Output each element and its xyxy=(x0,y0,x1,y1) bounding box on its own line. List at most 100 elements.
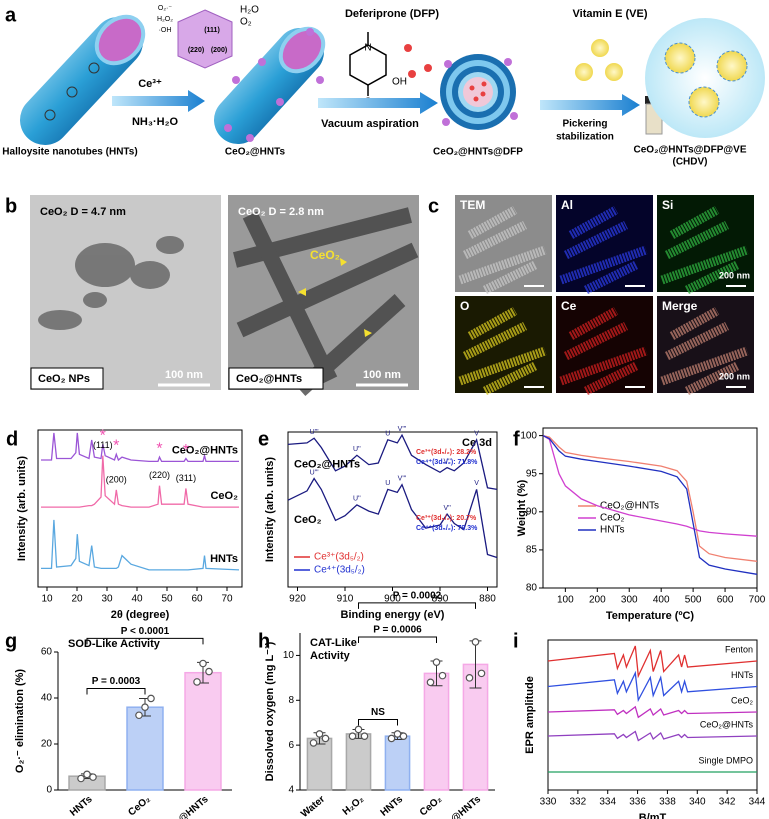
tile-label: Ce xyxy=(561,299,577,313)
y-axis-label: Intensity (arb. units) xyxy=(264,457,276,562)
data-point xyxy=(321,734,330,743)
data-point xyxy=(426,678,435,687)
element-signal xyxy=(467,206,518,239)
y-tick-label: 8 xyxy=(288,695,294,706)
star: * xyxy=(183,442,189,459)
caption: Halloysite nanotubes (HNTs) xyxy=(2,147,137,158)
panel-label: a xyxy=(5,4,17,26)
caption: CeO₂@HNTs xyxy=(225,147,286,158)
ros: ·OH xyxy=(159,27,172,34)
y-tick-label: 95 xyxy=(526,468,538,479)
arrow xyxy=(318,92,438,114)
series-label: HNTs xyxy=(210,553,238,565)
x-tick-label: 10 xyxy=(41,594,53,605)
caption: CeO₂@HNTs@DFP xyxy=(433,147,523,158)
x-tick-label: 70 xyxy=(221,594,233,605)
series-label: Fenton xyxy=(725,644,753,654)
x-tick-label: 50 xyxy=(161,594,173,605)
charge xyxy=(44,109,56,121)
x-tick-label: 500 xyxy=(685,595,702,606)
charge xyxy=(66,86,78,98)
data-point xyxy=(193,678,201,686)
series-line xyxy=(287,433,498,491)
element-signal xyxy=(482,260,538,295)
element-signal xyxy=(563,220,629,260)
data-point xyxy=(354,725,363,734)
scale-label: 200 nm xyxy=(719,371,750,381)
series-line xyxy=(542,434,758,562)
chart-title: SOD-Like Activity xyxy=(68,638,161,650)
step: stabilization xyxy=(556,132,614,143)
panel-label: c xyxy=(428,195,439,217)
peak-label: U'' xyxy=(353,496,361,503)
data-point xyxy=(360,732,369,740)
tube-end xyxy=(94,14,146,66)
arrows xyxy=(298,258,372,337)
ratio-label: Ce³⁺(3d₅/₂): 20.7% xyxy=(416,515,477,522)
x-tick-label: 40 xyxy=(131,594,143,605)
y-tick-label: 0 xyxy=(46,785,52,796)
eds-maps: TEM Al Si 200 nm O Ce Merge 200 nm xyxy=(455,195,754,396)
x-tick-label: H₂O₂ xyxy=(341,794,366,818)
x-tick-label: CeO₂@HNTs xyxy=(157,794,210,819)
peak-label: (200) xyxy=(106,474,127,484)
ros: O₂·⁻ xyxy=(158,5,172,12)
series-label: CeO₂ xyxy=(210,490,238,502)
tile-label: Si xyxy=(662,198,673,212)
bar xyxy=(345,733,372,791)
plot-frame xyxy=(542,427,758,589)
peak-label: U xyxy=(385,431,390,438)
arrow-label: CeO₂ xyxy=(310,248,340,262)
scale-label: 200 nm xyxy=(719,270,750,280)
element-signal xyxy=(458,346,547,386)
legend-label: HNTs xyxy=(600,525,624,536)
nanoparticles xyxy=(224,28,324,142)
bar xyxy=(384,735,411,791)
product: O₂ xyxy=(240,17,252,28)
nanotubes xyxy=(233,207,419,396)
panel-label: i xyxy=(513,630,519,652)
y-axis-label: EPR amplitude xyxy=(524,676,536,754)
panel-c: c TEM Al Si 200 nm O Ce Merge 200 nm xyxy=(428,195,754,396)
panel-label: d xyxy=(6,428,18,450)
data-point xyxy=(438,671,447,680)
peak-label: V'' xyxy=(443,505,450,512)
x-tick-label: 60 xyxy=(191,594,203,605)
significance-label: P = 0.0006 xyxy=(373,625,422,636)
ros: H₂O₂ xyxy=(157,16,173,23)
star: * xyxy=(113,437,119,454)
emulsion-droplets xyxy=(664,42,748,118)
element-signal xyxy=(583,361,639,396)
element-signal xyxy=(559,245,648,285)
peak-label: (111) xyxy=(93,440,113,450)
image-caption: CeO₂@HNTs xyxy=(236,373,302,385)
data-point xyxy=(477,669,486,678)
series-label: CeO₂ xyxy=(294,514,322,526)
x-tick-label: HNTs xyxy=(379,794,406,819)
data-point xyxy=(141,703,149,712)
x-axis-label: 2θ (degree) xyxy=(111,609,170,621)
element-signal xyxy=(462,321,528,361)
image-label: CeO₂ D = 2.8 nm xyxy=(238,206,324,218)
series-label: CeO₂ xyxy=(731,695,754,705)
panel-label: e xyxy=(258,428,269,450)
significance-bracket xyxy=(358,636,437,644)
step: Vacuum aspiration xyxy=(321,118,419,130)
plot-frame xyxy=(37,429,243,588)
caption: (CHDV) xyxy=(673,157,708,168)
peak-label: V''' xyxy=(398,476,407,483)
peak-label: U xyxy=(385,480,390,487)
x-tick-label: 340 xyxy=(689,797,706,808)
chart-title: CAT-Like xyxy=(310,637,357,649)
chart-title: Activity xyxy=(310,650,351,662)
atom: N xyxy=(364,43,371,54)
data-point xyxy=(309,739,318,747)
x-tick-label: 200 xyxy=(589,595,606,606)
ratio-label: Ce⁴⁺(3d₅/₂): 79.3% xyxy=(416,525,478,532)
x-tick-label: 600 xyxy=(717,595,734,606)
y-axis-label: Dissolved oxygen (mg L⁻¹) xyxy=(264,641,276,781)
x-tick-label: 334 xyxy=(599,797,616,808)
element-signal xyxy=(568,307,619,340)
x-tick-label: 900 xyxy=(384,594,401,605)
reagent: NH₃·H₂O xyxy=(132,116,178,128)
